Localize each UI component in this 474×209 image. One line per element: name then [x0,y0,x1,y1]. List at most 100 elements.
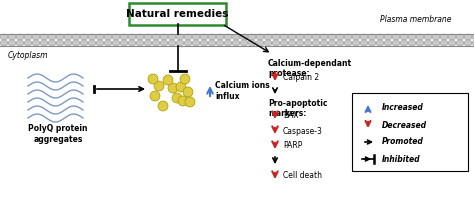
Ellipse shape [448,40,456,46]
Ellipse shape [328,40,336,46]
Ellipse shape [344,34,352,40]
Ellipse shape [232,40,240,46]
Ellipse shape [400,40,408,46]
Ellipse shape [456,40,464,46]
Text: Promoted: Promoted [382,138,424,147]
Ellipse shape [216,40,224,46]
Ellipse shape [224,40,232,46]
Circle shape [178,96,188,106]
Ellipse shape [296,40,304,46]
Ellipse shape [88,34,96,40]
Ellipse shape [416,40,424,46]
FancyBboxPatch shape [129,3,226,25]
Circle shape [148,74,158,84]
Ellipse shape [80,34,88,40]
Ellipse shape [336,34,344,40]
Ellipse shape [160,40,168,46]
Ellipse shape [8,34,16,40]
Ellipse shape [0,40,8,46]
Ellipse shape [104,40,112,46]
Ellipse shape [368,40,376,46]
Ellipse shape [104,34,112,40]
Ellipse shape [80,40,88,46]
Ellipse shape [368,34,376,40]
Ellipse shape [456,34,464,40]
Ellipse shape [464,34,472,40]
Ellipse shape [136,40,144,46]
Ellipse shape [56,34,64,40]
Ellipse shape [48,40,56,46]
Circle shape [180,74,190,84]
Ellipse shape [24,40,32,46]
Text: PARP: PARP [283,141,302,150]
Ellipse shape [472,40,474,46]
Ellipse shape [248,40,256,46]
Ellipse shape [408,34,416,40]
Ellipse shape [256,34,264,40]
Ellipse shape [272,34,280,40]
Text: Increased: Increased [382,103,424,112]
Ellipse shape [168,34,176,40]
Ellipse shape [288,40,296,46]
Ellipse shape [96,34,104,40]
Ellipse shape [288,34,296,40]
Ellipse shape [112,34,120,40]
Ellipse shape [8,40,16,46]
Text: BAX: BAX [283,111,299,121]
Ellipse shape [112,40,120,46]
Ellipse shape [160,34,168,40]
Ellipse shape [376,40,384,46]
Text: Caspase-3: Caspase-3 [283,126,323,135]
Ellipse shape [32,34,40,40]
Ellipse shape [72,34,80,40]
Ellipse shape [176,34,184,40]
Ellipse shape [376,34,384,40]
Ellipse shape [360,34,368,40]
Ellipse shape [440,40,448,46]
Ellipse shape [416,34,424,40]
Text: Plasma membrane: Plasma membrane [380,15,452,24]
Ellipse shape [208,40,216,46]
Ellipse shape [120,40,128,46]
Ellipse shape [176,40,184,46]
Text: Calcium-dependant
protease:: Calcium-dependant protease: [268,59,352,78]
Ellipse shape [96,40,104,46]
Text: Cell death: Cell death [283,172,322,181]
Ellipse shape [296,34,304,40]
Ellipse shape [64,34,72,40]
Ellipse shape [0,34,8,40]
Text: Cytoplasm: Cytoplasm [8,51,48,60]
Circle shape [185,97,195,107]
Circle shape [154,81,164,91]
Ellipse shape [440,34,448,40]
Text: Natural remedies: Natural remedies [126,9,228,19]
Ellipse shape [328,34,336,40]
Ellipse shape [200,34,208,40]
Ellipse shape [184,34,192,40]
Ellipse shape [192,34,200,40]
Ellipse shape [256,40,264,46]
Ellipse shape [24,34,32,40]
Text: Calpain 2: Calpain 2 [283,73,319,82]
Circle shape [150,91,160,101]
Ellipse shape [272,40,280,46]
Ellipse shape [152,34,160,40]
Ellipse shape [352,40,360,46]
Ellipse shape [432,34,440,40]
Ellipse shape [216,34,224,40]
Text: Pro-apoptotic
markers:: Pro-apoptotic markers: [268,99,328,119]
Ellipse shape [72,40,80,46]
Ellipse shape [304,40,312,46]
Ellipse shape [400,34,408,40]
Ellipse shape [432,40,440,46]
Ellipse shape [152,40,160,46]
Circle shape [163,75,173,85]
Ellipse shape [136,34,144,40]
Ellipse shape [248,34,256,40]
Ellipse shape [144,34,152,40]
Ellipse shape [424,34,432,40]
Ellipse shape [280,34,288,40]
Ellipse shape [264,34,272,40]
Ellipse shape [88,40,96,46]
Ellipse shape [392,34,400,40]
